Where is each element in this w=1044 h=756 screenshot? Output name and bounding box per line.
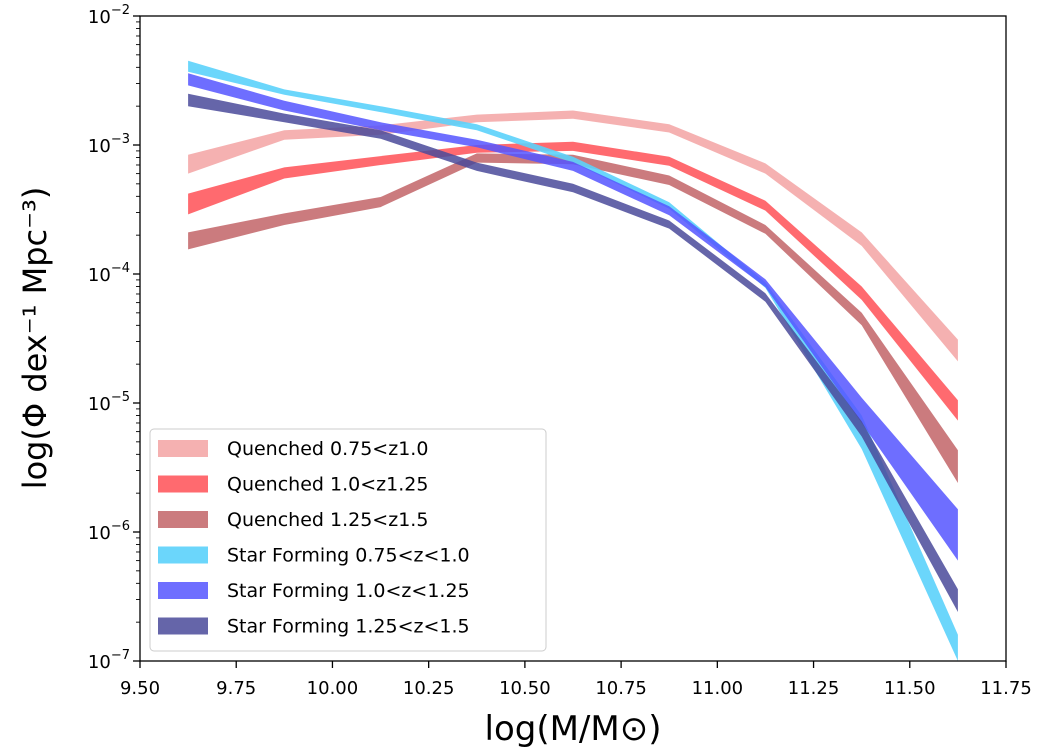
x-tick-label: 9.75 — [216, 678, 256, 699]
series-band-5 — [188, 73, 958, 561]
x-tick-label: 11.00 — [692, 678, 744, 699]
legend: Quenched 0.75<z1.0 Quenched 1.0<z1.25 Quen… — [149, 428, 547, 652]
y-tick-label: 10−7 — [88, 648, 130, 673]
x-axis-label: log(M/M⊙) — [485, 709, 662, 749]
legend-swatch — [158, 440, 208, 457]
series-bands — [188, 60, 958, 661]
y-tick-label: 10−2 — [88, 3, 130, 28]
legend-swatch — [158, 546, 208, 564]
y-axis: 10−7 10−6 10−5 10−4 10−3 10−2 — [88, 3, 140, 673]
x-tick-label: 10.25 — [403, 678, 455, 699]
x-tick-label: 10.50 — [499, 678, 551, 699]
legend-label: Star Forming 0.75<z<1.0 — [227, 545, 470, 567]
x-tick-label: 11.75 — [980, 678, 1032, 699]
y-tick-label: 10−6 — [88, 519, 130, 544]
legend-swatch — [158, 475, 208, 493]
legend-label: Quenched 1.25<z1.5 — [227, 509, 428, 531]
x-tick-label: 11.25 — [788, 678, 840, 699]
legend-label: Quenched 1.0<z1.25 — [227, 474, 428, 496]
x-tick-label: 10.75 — [595, 678, 647, 699]
legend-box — [149, 428, 547, 652]
legend-swatch — [158, 617, 208, 635]
series-band-1 — [188, 110, 958, 362]
legend-label: Quenched 0.75<z1.0 — [227, 438, 428, 460]
legend-swatch — [158, 582, 208, 599]
plot-frame — [139, 15, 1007, 662]
y-axis-label: log(Φ dex⁻¹ Mpc⁻³) — [16, 187, 54, 490]
y-tick-label: 10−5 — [88, 390, 130, 415]
y-tick-label: 10−4 — [88, 261, 130, 286]
x-tick-label: 11.50 — [884, 678, 936, 699]
y-tick-label: 10−3 — [88, 132, 130, 157]
legend-label: Star Forming 1.25<z<1.5 — [227, 616, 470, 638]
legend-swatch — [158, 511, 208, 528]
x-tick-label: 10.00 — [307, 678, 359, 699]
series-band-6 — [188, 93, 958, 612]
legend-label: Star Forming 1.0<z<1.25 — [227, 580, 470, 602]
x-tick-label: 9.50 — [120, 678, 160, 699]
x-axis: 9.50 9.75 10.00 10.25 10.50 10.75 11.00 11.25 11… — [120, 661, 1032, 699]
